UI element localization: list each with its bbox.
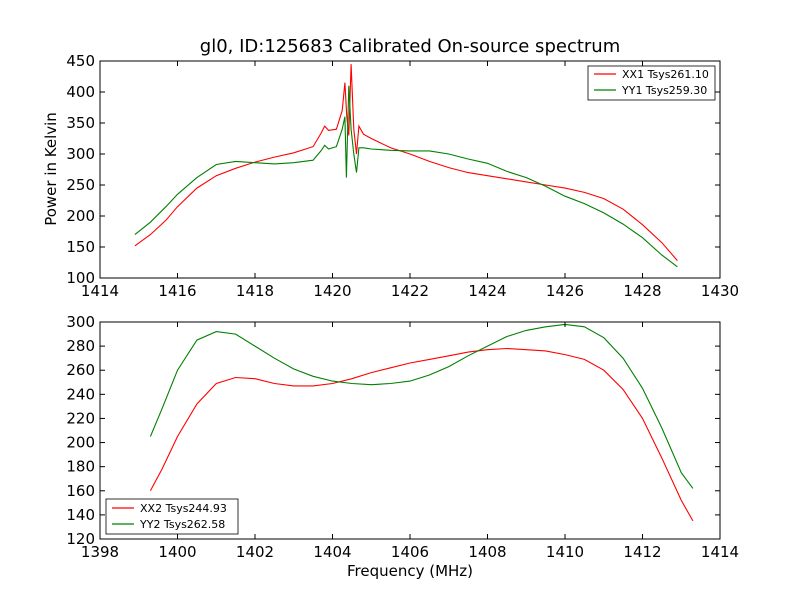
- bottom-series-layer: [149, 323, 694, 522]
- top-x-tick-label: 1416: [158, 282, 196, 300]
- top-legend: XX1 Tsys261.10 YY1 Tsys259.30: [587, 65, 716, 101]
- top-legend-box: [587, 65, 716, 101]
- top-ticks-layer: 1414 1416 1418 1420 1422 1424 1426 1428 1430 100 1…: [66, 52, 739, 300]
- top-y-tick-label: 100: [66, 269, 95, 287]
- bottom-x-tick-label: 1400: [158, 543, 196, 561]
- bottom-y-tick-label: 280: [66, 337, 95, 355]
- top-chart: gl0, ID:125683 Calibrated On-source spec…: [42, 36, 739, 300]
- top-x-tick-label: 1422: [391, 282, 429, 300]
- top-y-tick-label: 450: [66, 52, 95, 70]
- top-series-layer: [134, 64, 678, 268]
- bottom-chart: Frequency (MHz) 1398 1400 1402 1404 1406 1408…: [66, 313, 739, 580]
- bottom-x-tick-label: 1398: [81, 543, 119, 561]
- bottom-y-tick-label: 200: [66, 434, 95, 452]
- bottom-legend-label-yy2: YY2 Tsys262.58: [139, 518, 225, 531]
- top-x-tick-label: 1428: [623, 282, 661, 300]
- top-y-tick-label: 250: [66, 176, 95, 194]
- bottom-x-tick-label: 1406: [391, 543, 429, 561]
- top-y-tick-label: 300: [66, 145, 95, 163]
- bottom-series-line-2: [149, 323, 694, 489]
- bottom-ticks-layer: 1398 1400 1402 1404 1406 1408 1410 1412 1414 120 1…: [66, 313, 739, 561]
- bottom-x-tick-label: 1414: [701, 543, 739, 561]
- top-legend-label-yy1: YY1 Tsys259.30: [621, 84, 707, 97]
- bottom-x-tick-label: 1408: [468, 543, 506, 561]
- top-y-tick-label: 150: [66, 238, 95, 256]
- top-y-tick-label: 350: [66, 114, 95, 132]
- top-y-tick-label: 200: [66, 207, 95, 225]
- bottom-legend-label-xx2: XX2 Tsys244.93: [140, 502, 227, 515]
- top-legend-label-xx1: XX1 Tsys261.10: [622, 68, 709, 81]
- bottom-x-tick-label: 1404: [313, 543, 351, 561]
- bottom-x-axis-label: Frequency (MHz): [347, 562, 473, 580]
- bottom-y-tick-label: 120: [66, 530, 95, 548]
- top-x-tick-label: 1418: [236, 282, 274, 300]
- bottom-x-tick-label: 1402: [236, 543, 274, 561]
- bottom-y-tick-label: 260: [66, 361, 95, 379]
- bottom-y-tick-label: 180: [66, 458, 95, 476]
- bottom-legend-box: [105, 498, 239, 535]
- bottom-y-tick-label: 140: [66, 506, 95, 524]
- chart-title: gl0, ID:125683 Calibrated On-source spec…: [200, 36, 620, 57]
- top-series-line-1: [134, 64, 678, 261]
- top-x-tick-label: 1420: [313, 282, 351, 300]
- top-series-line-2: [134, 85, 678, 268]
- bottom-y-tick-label: 220: [66, 409, 95, 427]
- bottom-y-tick-label: 240: [66, 385, 95, 403]
- top-x-tick-label: 1426: [546, 282, 584, 300]
- top-x-tick-label: 1414: [81, 282, 119, 300]
- top-y-tick-label: 400: [66, 83, 95, 101]
- top-x-tick-label: 1430: [701, 282, 739, 300]
- top-x-tick-label: 1424: [468, 282, 506, 300]
- bottom-legend: XX2 Tsys244.93 YY2 Tsys262.58: [105, 498, 239, 535]
- bottom-series-line-1: [149, 347, 694, 522]
- bottom-y-tick-label: 300: [66, 313, 95, 331]
- bottom-x-tick-label: 1412: [623, 543, 661, 561]
- bottom-x-tick-label: 1410: [546, 543, 584, 561]
- bottom-y-tick-label: 160: [66, 482, 95, 500]
- top-y-axis-label: Power in Kelvin: [42, 112, 60, 226]
